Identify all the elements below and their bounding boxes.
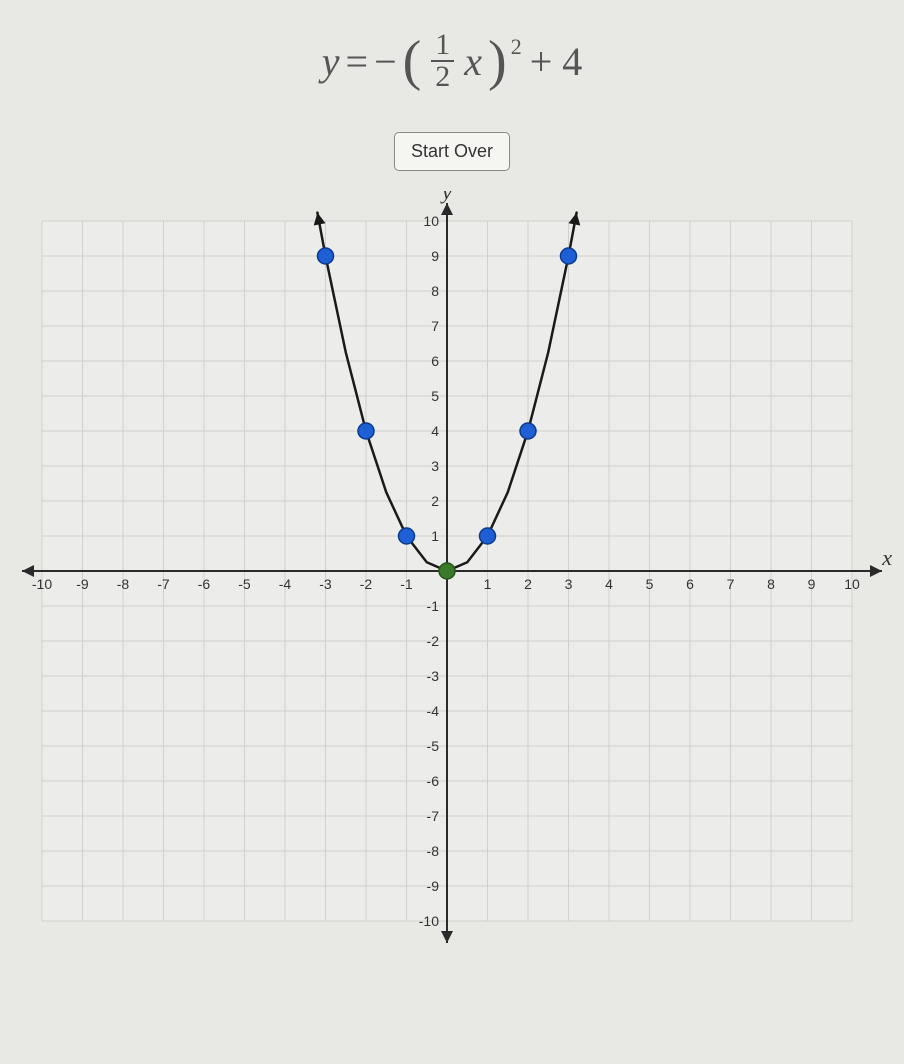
svg-text:3: 3 (431, 458, 439, 474)
equation-tail: + 4 (530, 38, 583, 85)
fraction: 1 2 (431, 30, 454, 92)
open-paren: ( (403, 33, 422, 89)
svg-text:5: 5 (646, 576, 654, 592)
svg-text:6: 6 (686, 576, 694, 592)
coordinate-chart[interactable]: -10 -9 -8 -7 -6 -5 -4 -3 -2 -1 1 2 3 4 5 6 7 8 9 10 -10 -9 -8 -… (12, 191, 892, 951)
svg-text:-9: -9 (76, 576, 89, 592)
chart-wrap: -10 -9 -8 -7 -6 -5 -4 -3 -2 -1 1 2 3 4 5 6 7 8 9 10 -10 -9 -8 -… (0, 191, 904, 951)
start-over-button[interactable]: Start Over (394, 132, 510, 171)
svg-text:-4: -4 (279, 576, 292, 592)
svg-text:4: 4 (605, 576, 613, 592)
equation-lhs: y (322, 38, 340, 85)
svg-text:6: 6 (431, 353, 439, 369)
svg-text:7: 7 (727, 576, 735, 592)
svg-text:-3: -3 (427, 668, 440, 684)
svg-text:-6: -6 (198, 576, 211, 592)
svg-text:-1: -1 (400, 576, 413, 592)
svg-text:-7: -7 (157, 576, 170, 592)
svg-text:-1: -1 (427, 598, 440, 614)
svg-text:-9: -9 (427, 878, 440, 894)
svg-text:3: 3 (565, 576, 573, 592)
svg-text:-5: -5 (427, 738, 440, 754)
svg-text:10: 10 (423, 213, 439, 229)
svg-text:4: 4 (431, 423, 439, 439)
fraction-denominator: 2 (431, 62, 454, 92)
svg-text:-3: -3 (319, 576, 332, 592)
equation-exponent: 2 (511, 34, 522, 60)
svg-text:-2: -2 (360, 576, 373, 592)
svg-text:-10: -10 (419, 913, 439, 929)
equation-area: y = − ( 1 2 x ) 2 + 4 (0, 0, 904, 132)
svg-text:y: y (440, 191, 452, 204)
svg-text:2: 2 (524, 576, 532, 592)
svg-text:-7: -7 (427, 808, 440, 824)
fraction-numerator: 1 (431, 30, 454, 62)
svg-text:-2: -2 (427, 633, 440, 649)
svg-text:1: 1 (484, 576, 492, 592)
svg-text:-8: -8 (117, 576, 130, 592)
equation-var: x (464, 38, 482, 85)
equation-neg: − (374, 38, 397, 85)
svg-text:7: 7 (431, 318, 439, 334)
svg-text:-5: -5 (238, 576, 251, 592)
svg-text:1: 1 (431, 528, 439, 544)
svg-text:-8: -8 (427, 843, 440, 859)
svg-text:8: 8 (431, 283, 439, 299)
svg-text:-6: -6 (427, 773, 440, 789)
svg-text:9: 9 (808, 576, 816, 592)
svg-text:5: 5 (431, 388, 439, 404)
equation-eq: = (346, 38, 369, 85)
svg-text:-10: -10 (32, 576, 52, 592)
svg-text:-4: -4 (427, 703, 440, 719)
svg-text:8: 8 (767, 576, 775, 592)
equation: y = − ( 1 2 x ) 2 + 4 (322, 30, 583, 92)
svg-text:x: x (881, 545, 892, 570)
close-paren: ) (488, 33, 507, 89)
svg-text:9: 9 (431, 248, 439, 264)
svg-text:10: 10 (844, 576, 860, 592)
svg-text:2: 2 (431, 493, 439, 509)
button-area: Start Over (0, 132, 904, 171)
